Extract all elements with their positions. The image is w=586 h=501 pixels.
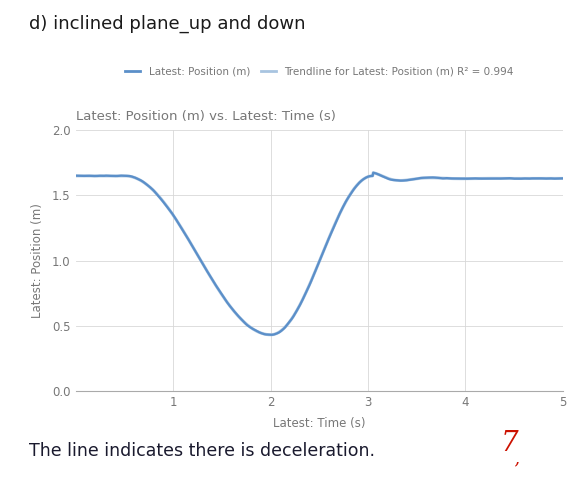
Text: ’: ’ <box>513 461 519 479</box>
Text: The line indicates there is deceleration.: The line indicates there is deceleration… <box>29 442 375 460</box>
Y-axis label: Latest: Position (m): Latest: Position (m) <box>30 203 44 318</box>
Text: 7: 7 <box>501 430 519 457</box>
X-axis label: Latest: Time (s): Latest: Time (s) <box>273 417 366 430</box>
Text: Latest: Position (m) vs. Latest: Time (s): Latest: Position (m) vs. Latest: Time (s… <box>76 110 336 123</box>
Legend: Latest: Position (m), Trendline for Latest: Position (m) R² = 0.994: Latest: Position (m), Trendline for Late… <box>121 63 518 81</box>
Text: d) inclined plane_up and down: d) inclined plane_up and down <box>29 15 306 33</box>
